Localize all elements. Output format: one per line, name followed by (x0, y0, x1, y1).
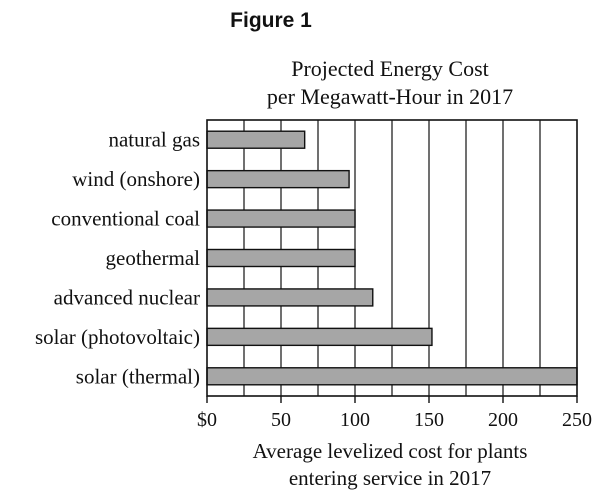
category-label: wind (onshore) (72, 167, 200, 191)
x-axis-label-line-1: Average levelized cost for plants (253, 439, 528, 463)
category-label: solar (photovoltaic) (35, 325, 200, 349)
bar-geothermal (206, 248, 356, 268)
bar-solar-photovoltaic (206, 327, 433, 347)
bar-conventional-coal (206, 209, 356, 228)
category-label: conventional coal (51, 207, 200, 231)
x-tick-label: 50 (271, 409, 291, 431)
category-label: natural gas (108, 128, 200, 152)
x-tick-label: 200 (488, 409, 518, 431)
x-axis-ticks: $0 50 100 150 200 250 (197, 396, 592, 431)
category-label: solar (thermal) (76, 364, 200, 388)
category-label: advanced nuclear (54, 285, 200, 309)
category-labels: natural gas wind (onshore) conventional co… (35, 128, 200, 389)
x-axis-label-line-2: entering service in 2017 (289, 466, 491, 490)
x-tick-label: $0 (197, 409, 217, 431)
category-label: geothermal (106, 246, 201, 270)
bar-advanced-nuclear (206, 288, 374, 307)
bar-solar-thermal (206, 367, 578, 386)
chart-title-line-2: per Megawatt-Hour in 2017 (267, 84, 513, 109)
figure-label: Figure 1 (230, 9, 312, 32)
chart-title-line-1: Projected Energy Cost (291, 56, 489, 81)
bar-natural-gas (206, 130, 306, 149)
x-tick-label: 250 (562, 409, 592, 431)
x-tick-label: 100 (340, 409, 370, 431)
bar-wind-onshore (206, 169, 350, 189)
x-tick-label: 150 (414, 409, 444, 431)
plot-frame (206, 119, 578, 397)
gridlines (243, 120, 541, 396)
